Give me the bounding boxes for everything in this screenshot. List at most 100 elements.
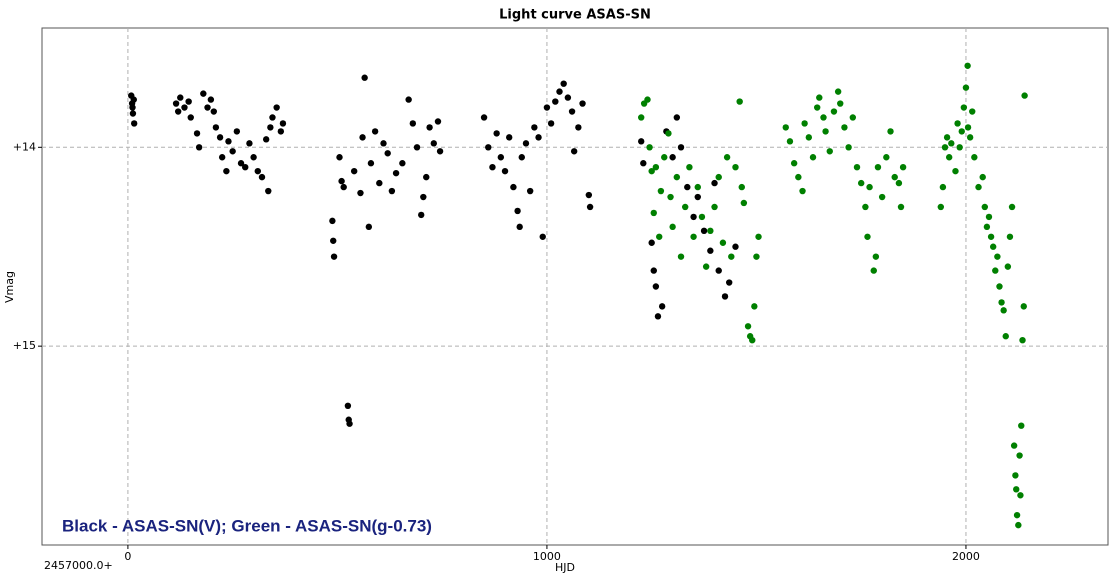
data-point: [1018, 422, 1025, 429]
data-point: [738, 183, 745, 191]
data-point: [962, 84, 970, 91]
data-point: [656, 233, 663, 240]
data-point: [690, 213, 697, 221]
data-point: [262, 136, 270, 143]
data-point: [273, 104, 280, 111]
data-point: [560, 80, 567, 87]
data-point: [1020, 303, 1027, 310]
data-point: [1015, 521, 1022, 529]
data-point: [497, 154, 505, 161]
data-point: [728, 253, 735, 260]
data-point: [992, 267, 999, 274]
data-point: [200, 90, 207, 97]
data-point: [207, 96, 215, 103]
data-point: [707, 227, 714, 235]
data-point: [1012, 472, 1019, 479]
data-point: [265, 187, 272, 195]
data-point: [661, 154, 668, 161]
data-point: [1006, 233, 1014, 240]
marks: [128, 62, 1028, 529]
data-point: [834, 88, 842, 95]
data-point: [866, 183, 873, 191]
data-point: [522, 140, 530, 147]
data-point: [677, 144, 685, 151]
data-point: [340, 183, 347, 191]
data-point: [707, 247, 714, 254]
data-point: [945, 154, 953, 161]
data-point: [361, 74, 368, 81]
data-point: [399, 160, 406, 167]
data-point: [405, 96, 412, 103]
data-point: [1021, 92, 1028, 99]
data-point: [493, 130, 500, 137]
data-point: [702, 263, 710, 270]
data-point: [981, 203, 989, 211]
data-point: [677, 253, 685, 260]
data-point: [983, 223, 991, 231]
data-point: [652, 283, 660, 290]
data-point: [816, 94, 823, 101]
y-tick-label: +14: [13, 140, 36, 153]
data-point: [658, 303, 666, 310]
data-point: [711, 203, 718, 211]
data-point: [652, 163, 660, 171]
data-point: [969, 108, 976, 115]
data-point: [575, 124, 582, 131]
annotation: Black - ASAS-SN(V); Green - ASAS-SN(g-0.…: [62, 516, 432, 535]
data-point: [1004, 263, 1012, 270]
data-point: [336, 154, 343, 161]
data-point: [1019, 336, 1026, 344]
data-point: [686, 163, 693, 171]
data-point: [485, 144, 492, 151]
data-point: [1016, 452, 1023, 459]
data-point: [891, 173, 898, 181]
data-point: [698, 213, 706, 221]
data-point: [801, 120, 808, 127]
data-point: [242, 163, 249, 171]
data-point: [216, 134, 224, 141]
data-point: [436, 148, 444, 155]
data-point: [837, 100, 844, 107]
data-point: [185, 98, 192, 105]
data-point: [426, 124, 433, 131]
data-point: [129, 104, 136, 111]
data-point: [480, 114, 488, 121]
data-point: [535, 134, 542, 141]
data-point: [650, 209, 657, 217]
data-point: [638, 138, 645, 145]
data-point: [845, 144, 852, 151]
data-point: [809, 154, 817, 161]
plot-area: [41, 27, 1109, 546]
data-point: [862, 203, 869, 211]
data-point: [586, 203, 594, 211]
data-point: [715, 267, 722, 274]
data-point: [531, 124, 538, 131]
data-point: [799, 187, 806, 195]
data-point: [195, 144, 203, 151]
data-point: [985, 213, 993, 221]
data-point: [897, 203, 905, 211]
data-point: [269, 114, 276, 121]
data-point: [895, 179, 903, 187]
data-point: [883, 154, 890, 161]
data-point: [518, 154, 525, 161]
data-point: [585, 191, 593, 199]
data-point: [857, 179, 865, 187]
data-point: [376, 179, 383, 187]
data-point: [367, 160, 375, 167]
data-point: [998, 299, 1005, 306]
data-point: [384, 150, 391, 157]
data-point: [813, 104, 821, 111]
data-point: [744, 323, 752, 330]
data-point: [721, 293, 729, 300]
data-point: [960, 104, 968, 111]
data-point: [1013, 486, 1020, 493]
data-point: [130, 120, 138, 127]
data-point: [174, 108, 182, 115]
data-point: [409, 120, 417, 127]
data-point: [330, 253, 338, 260]
x-offset-label: 2457000.0+: [44, 559, 113, 572]
data-point: [989, 243, 997, 250]
data-point: [899, 163, 907, 171]
data-point: [212, 124, 220, 131]
